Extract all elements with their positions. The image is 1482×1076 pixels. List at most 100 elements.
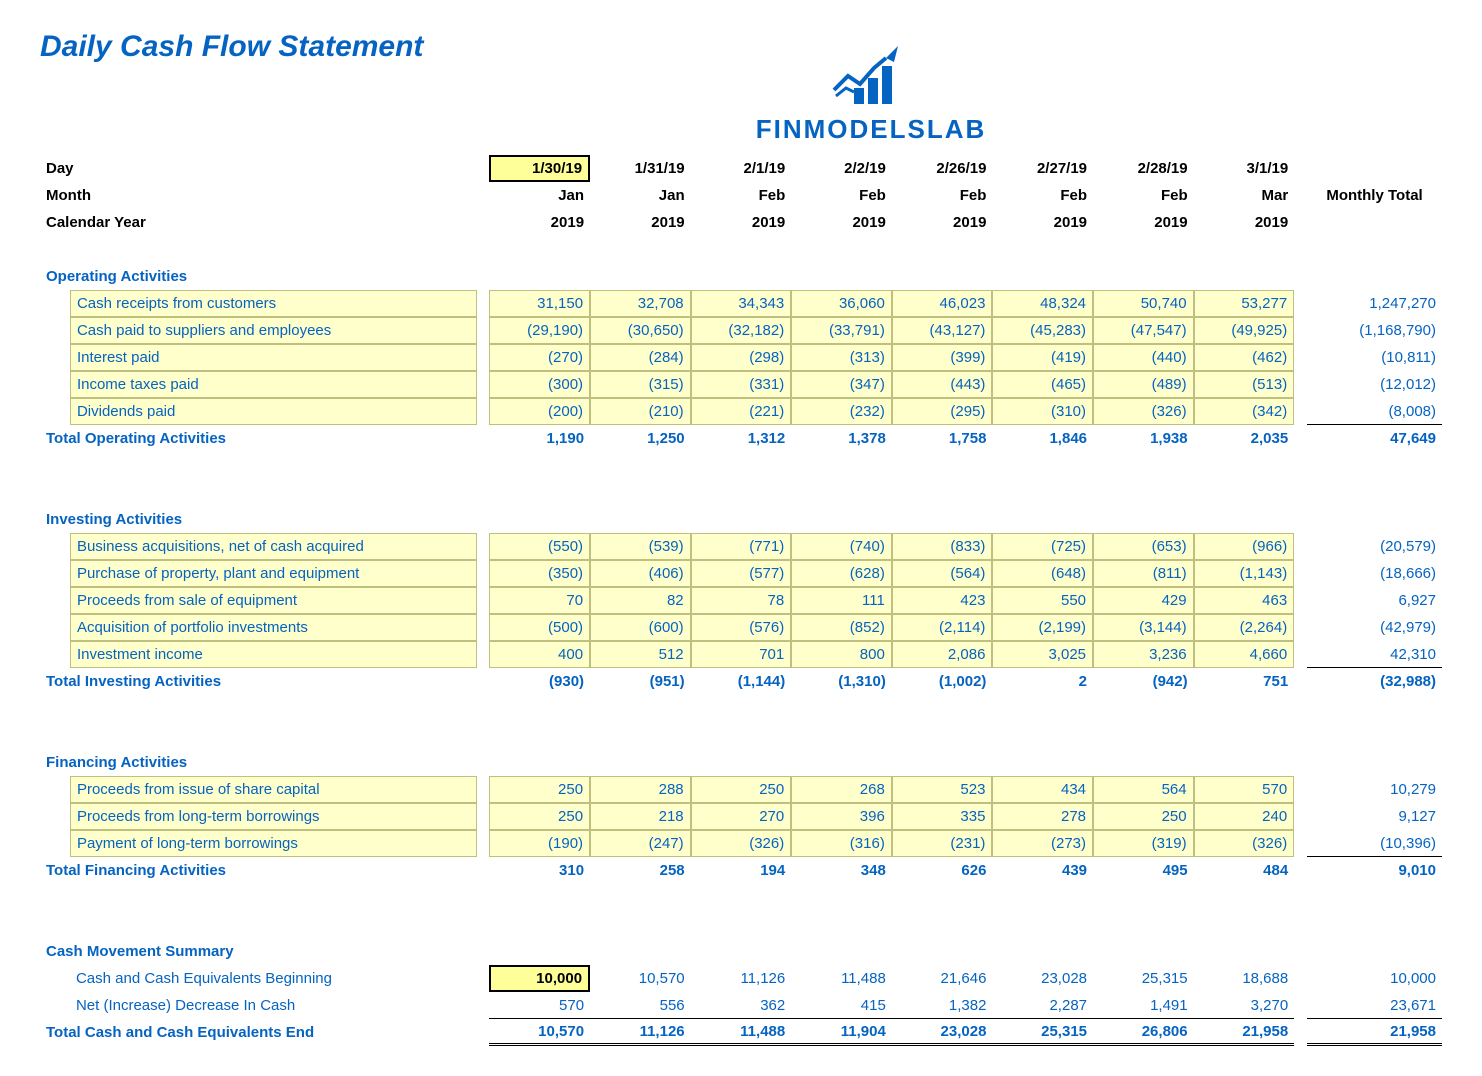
- cash-ending-value: 21,958: [1194, 1019, 1295, 1046]
- line-item-value: (628): [791, 560, 892, 587]
- line-item-value: (331): [691, 371, 792, 398]
- line-item-value: 50,740: [1093, 290, 1194, 317]
- section-total-value: 2: [992, 668, 1093, 695]
- line-item-value: (310): [992, 398, 1093, 425]
- line-item-value: (33,791): [791, 317, 892, 344]
- line-item-value: (550): [489, 533, 590, 560]
- section-total-value: 258: [590, 857, 691, 884]
- cash-net-value: 2,287: [992, 992, 1093, 1019]
- line-item-value: 701: [691, 641, 792, 668]
- section-total-value: 1,938: [1093, 425, 1194, 452]
- section-total-value: 1,312: [691, 425, 792, 452]
- header-year: 2019: [590, 209, 691, 236]
- header-day: 1/31/19: [590, 155, 691, 182]
- section-total-value: 1,190: [489, 425, 590, 452]
- line-item-total: 9,127: [1307, 803, 1442, 830]
- line-item-total: 10,279: [1307, 776, 1442, 803]
- line-item-value: (653): [1093, 533, 1194, 560]
- header-day: 2/28/19: [1093, 155, 1194, 182]
- line-item-value: (43,127): [892, 317, 993, 344]
- section-total-value: (951): [590, 668, 691, 695]
- section-total-value: 194: [691, 857, 792, 884]
- header-month: Jan: [489, 182, 590, 209]
- line-item-value: 32,708: [590, 290, 691, 317]
- line-item-label: Acquisition of portfolio investments: [70, 614, 477, 641]
- logo-text: FINMODELSLAB: [756, 114, 987, 145]
- line-item-value: 82: [590, 587, 691, 614]
- header-month: Feb: [992, 182, 1093, 209]
- line-item-value: (232): [791, 398, 892, 425]
- line-item-value: 434: [992, 776, 1093, 803]
- header-month: Jan: [590, 182, 691, 209]
- line-item-value: 53,277: [1194, 290, 1295, 317]
- header-day: 2/27/19: [992, 155, 1093, 182]
- line-item-value: 429: [1093, 587, 1194, 614]
- line-item-value: (811): [1093, 560, 1194, 587]
- line-item-total: 42,310: [1307, 641, 1442, 668]
- line-item-value: (513): [1194, 371, 1295, 398]
- cash-ending-value: 11,126: [590, 1019, 691, 1046]
- header-month-label: Month: [40, 182, 477, 209]
- cash-net-value: 415: [791, 992, 892, 1019]
- line-item-value: (440): [1093, 344, 1194, 371]
- cash-beginning-input[interactable]: 10,000: [489, 965, 590, 992]
- line-item-label: Business acquisitions, net of cash acqui…: [70, 533, 477, 560]
- header-day: 2/1/19: [691, 155, 792, 182]
- section-header: Investing Activities: [40, 506, 1442, 533]
- line-item-label: Proceeds from sale of equipment: [70, 587, 477, 614]
- line-item-value: (298): [691, 344, 792, 371]
- line-item-label: Cash receipts from customers: [70, 290, 477, 317]
- line-item-value: (319): [1093, 830, 1194, 857]
- cash-ending-value: 25,315: [992, 1019, 1093, 1046]
- line-item-total: 1,247,270: [1307, 290, 1442, 317]
- header-year: 2019: [992, 209, 1093, 236]
- line-item-value: 2,086: [892, 641, 993, 668]
- header-day: 2/26/19: [892, 155, 993, 182]
- line-item-value: (852): [791, 614, 892, 641]
- line-item-label: Interest paid: [70, 344, 477, 371]
- line-item-value: (350): [489, 560, 590, 587]
- line-item-value: 250: [489, 803, 590, 830]
- line-item-value: 335: [892, 803, 993, 830]
- cash-net-value: 570: [489, 992, 590, 1019]
- cash-net-total: 23,671: [1307, 992, 1442, 1019]
- line-item-value: 278: [992, 803, 1093, 830]
- section-total-value: 1,250: [590, 425, 691, 452]
- line-item-value: (342): [1194, 398, 1295, 425]
- section-total-value: 1,378: [791, 425, 892, 452]
- line-item-value: (29,190): [489, 317, 590, 344]
- line-item-value: (47,547): [1093, 317, 1194, 344]
- section-total-value: (1,002): [892, 668, 993, 695]
- line-item-value: 250: [489, 776, 590, 803]
- line-item-value: 31,150: [489, 290, 590, 317]
- line-item-value: (45,283): [992, 317, 1093, 344]
- header-monthly-total: Monthly Total: [1307, 155, 1442, 236]
- line-item-value: (564): [892, 560, 993, 587]
- line-item-value: (740): [791, 533, 892, 560]
- line-item-value: 34,343: [691, 290, 792, 317]
- line-item-value: (2,114): [892, 614, 993, 641]
- header-year: 2019: [892, 209, 993, 236]
- header-day[interactable]: 1/30/19: [489, 155, 590, 182]
- section-total-value: 495: [1093, 857, 1194, 884]
- cash-beginning-value: 21,646: [892, 965, 993, 992]
- section-total-label: Total Financing Activities: [40, 857, 477, 884]
- section-total-value: (942): [1093, 668, 1194, 695]
- section-total-value: 626: [892, 857, 993, 884]
- section-total-value: (1,144): [691, 668, 792, 695]
- line-item-value: (200): [489, 398, 590, 425]
- line-item-value: 570: [1194, 776, 1295, 803]
- line-item-value: (190): [489, 830, 590, 857]
- line-item-value: (326): [1093, 398, 1194, 425]
- header-month: Feb: [892, 182, 993, 209]
- cash-ending-total: 21,958: [1307, 1019, 1442, 1046]
- line-item-value: (32,182): [691, 317, 792, 344]
- header-day: 2/2/19: [791, 155, 892, 182]
- section-total-value: (930): [489, 668, 590, 695]
- line-item-value: 48,324: [992, 290, 1093, 317]
- summary-header: Cash Movement Summary: [40, 938, 1442, 965]
- line-item-value: (500): [489, 614, 590, 641]
- line-item-total: 6,927: [1307, 587, 1442, 614]
- header-month: Feb: [1093, 182, 1194, 209]
- header-month: Feb: [691, 182, 792, 209]
